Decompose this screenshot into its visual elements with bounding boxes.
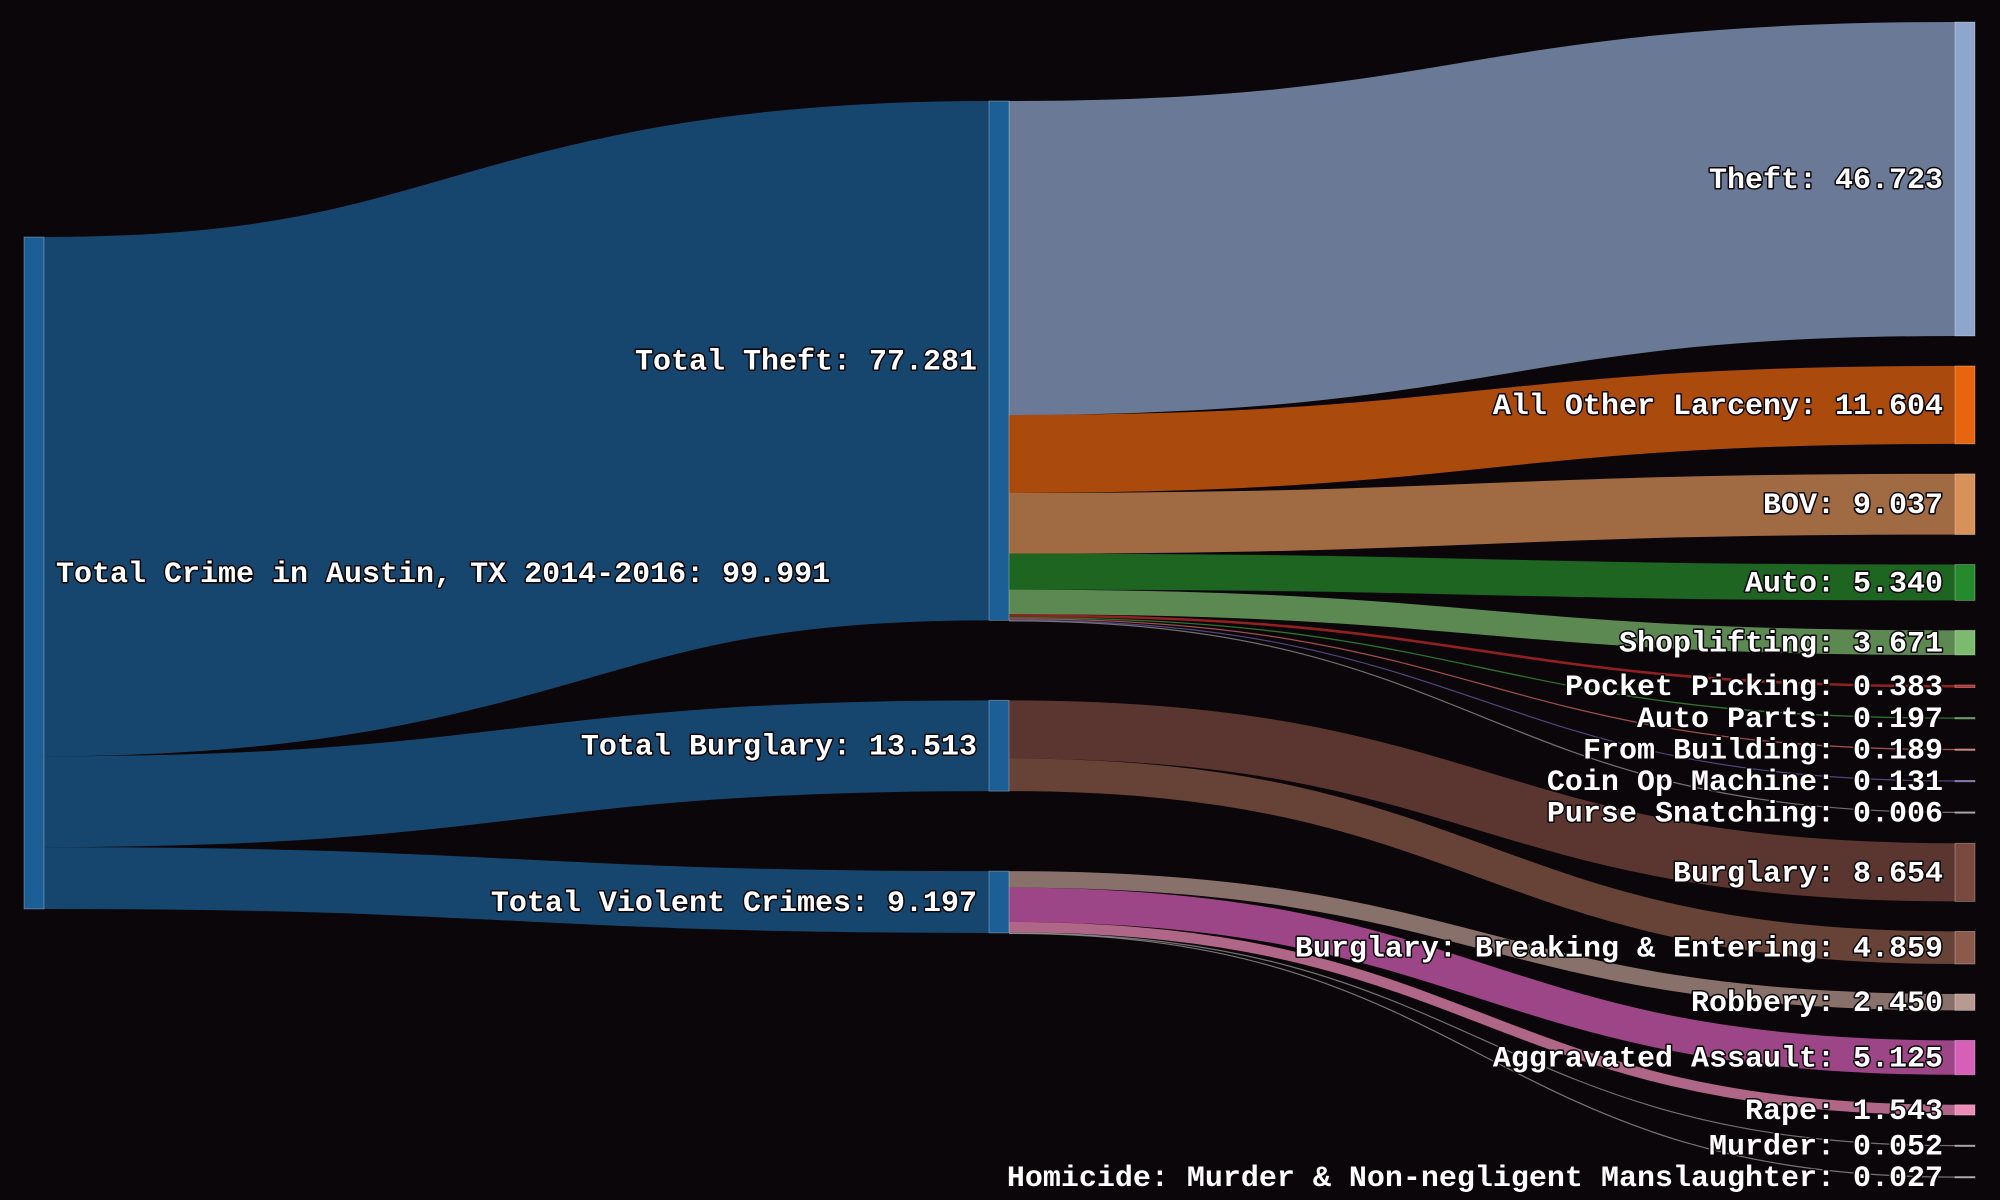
sankey-link-total-to-burglary_total: [43, 700, 990, 848]
sankey-node-aggravated: [1954, 1039, 1976, 1076]
sankey-node-robbery: [1954, 993, 1976, 1011]
sankey-link-violent_total-to-aggravated: [1008, 887, 1956, 1075]
sankey-link-theft_total-to-auto: [1008, 553, 1956, 601]
sankey-labels: Total Crime in Austin, TX 2014-2016: 99.…: [55, 162, 1945, 1197]
sankey-link-theft_total-to-autoparts: [1008, 616, 1956, 719]
sankey-node-violent_total: [988, 870, 1010, 934]
sankey-label-pocket: Pocket Picking: 0.383: [1565, 671, 1943, 705]
sankey-label-bov: BOV: 9.037: [1763, 489, 1943, 523]
sankey-node-frombuilding: [1954, 748, 1976, 751]
sankey-link-violent_total-to-robbery: [1008, 871, 1956, 1011]
sankey-label-total: Total Crime in Austin, TX 2014-2016: 99.…: [56, 558, 830, 592]
sankey-link-violent_total-to-murder: [1008, 932, 1956, 1147]
sankey-links: [43, 21, 1956, 1178]
sankey-label-violent_total: Total Violent Crimes: 9.197: [491, 887, 977, 921]
sankey-label-robbery: Robbery: 2.450: [1691, 987, 1943, 1021]
sankey-node-theft: [1954, 21, 1976, 337]
sankey-node-bne: [1954, 930, 1976, 965]
sankey-link-violent_total-to-rape: [1008, 922, 1956, 1116]
sankey-node-bov: [1954, 473, 1976, 535]
sankey-label-frombuilding: From Building: 0.189: [1583, 735, 1943, 769]
sankey-node-shoplifting: [1954, 629, 1976, 656]
sankey-link-theft_total-to-larceny: [1008, 365, 1956, 493]
sankey-node-theft_total: [988, 100, 1010, 621]
sankey-link-total-to-theft_total: [43, 101, 990, 757]
sankey-link-theft_total-to-theft: [1008, 21, 1956, 415]
sankey-node-autoparts: [1954, 717, 1976, 720]
sankey-node-total: [23, 236, 45, 910]
sankey-label-larceny: All Other Larceny: 11.604: [1493, 390, 1943, 424]
sankey-link-theft_total-to-bov: [1008, 473, 1956, 554]
sankey-node-homicide: [1954, 1176, 1976, 1179]
sankey-label-purse: Purse Snatching: 0.006: [1547, 797, 1943, 831]
sankey-node-murder: [1954, 1144, 1976, 1147]
sankey-label-theft_total: Total Theft: 77.281: [635, 346, 977, 380]
sankey-nodes: [23, 21, 1976, 1179]
sankey-link-theft_total-to-coinop: [1008, 619, 1956, 782]
sankey-node-coinop: [1954, 779, 1976, 783]
sankey-label-rape: Rape: 1.543: [1745, 1095, 1943, 1129]
sankey-node-purse: [1954, 811, 1976, 814]
sankey-label-auto: Auto: 5.340: [1745, 567, 1943, 601]
sankey-node-rape: [1954, 1104, 1976, 1116]
sankey-label-theft: Theft: 46.723: [1709, 164, 1943, 198]
sankey-link-burglary_total-to-burglary: [1008, 700, 1956, 902]
sankey-label-burglary_total: Total Burglary: 13.513: [581, 731, 977, 765]
sankey-link-theft_total-to-pocket: [1008, 614, 1956, 688]
sankey-label-murder: Murder: 0.052: [1709, 1131, 1943, 1165]
sankey-node-pocket: [1954, 684, 1976, 688]
sankey-node-auto: [1954, 564, 1976, 601]
sankey-link-theft_total-to-shoplifting: [1008, 589, 1956, 656]
sankey-label-coinop: Coin Op Machine: 0.131: [1547, 766, 1943, 800]
sankey-node-burglary: [1954, 842, 1976, 902]
sankey-link-burglary_total-to-bne: [1008, 758, 1956, 965]
sankey-label-shoplifting: Shoplifting: 3.671: [1619, 628, 1943, 662]
sankey-label-bne: Burglary: Breaking & Entering: 4.859: [1295, 933, 1943, 967]
sankey-label-homicide: Homicide: Murder & Non-negligent Manslau…: [1007, 1162, 1943, 1196]
sankey-link-total-to-violent_total: [43, 847, 990, 933]
sankey-node-larceny: [1954, 365, 1976, 445]
sankey-link-theft_total-to-frombuilding: [1008, 618, 1956, 751]
sankey-label-aggravated: Aggravated Assault: 5.125: [1493, 1043, 1943, 1077]
sankey-label-burglary: Burglary: 8.654: [1673, 857, 1943, 891]
sankey-link-theft_total-to-purse: [1008, 620, 1956, 814]
sankey-label-autoparts: Auto Parts: 0.197: [1637, 703, 1943, 737]
sankey-link-violent_total-to-homicide: [1008, 932, 1956, 1178]
sankey-node-burglary_total: [988, 699, 1010, 792]
